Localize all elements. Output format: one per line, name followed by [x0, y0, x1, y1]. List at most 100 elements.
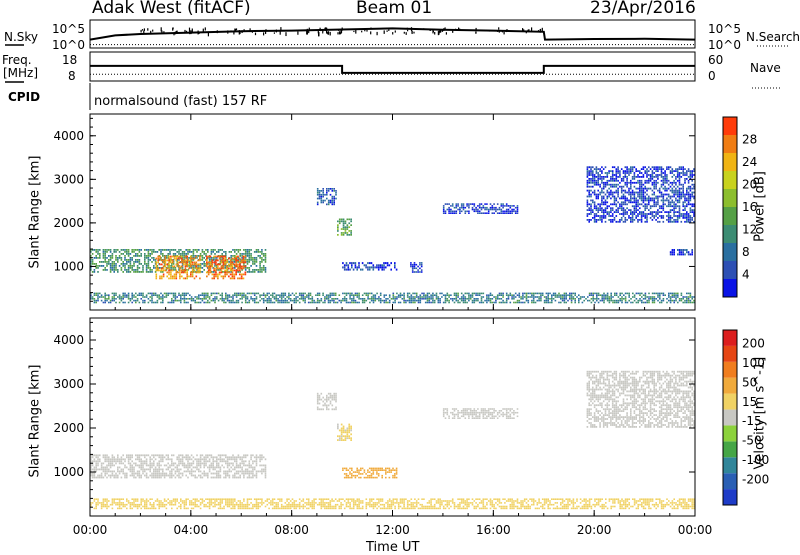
- power-cell: [256, 259, 258, 261]
- power-cell: [607, 201, 609, 203]
- power-cell: [247, 267, 249, 269]
- power-cell: [104, 300, 106, 302]
- power-cell: [657, 211, 659, 213]
- power-cell: [156, 274, 158, 276]
- power-cell: [652, 205, 654, 207]
- power-cell: [646, 176, 648, 178]
- power-cell: [672, 168, 674, 170]
- velocity-cell: [149, 467, 151, 469]
- power-cell: [448, 211, 450, 213]
- power-cell: [636, 298, 638, 300]
- power-cell: [447, 294, 449, 296]
- nsky-point: [523, 29, 524, 31]
- velocity-cell: [371, 469, 373, 471]
- power-cell: [427, 302, 429, 304]
- power-cell: [330, 302, 332, 304]
- power-cell: [131, 302, 133, 304]
- power-cell: [130, 253, 132, 255]
- power-cell: [596, 172, 598, 174]
- power-cell: [221, 249, 223, 251]
- velocity-cell: [218, 465, 220, 467]
- power-cell: [592, 178, 594, 180]
- power-cell: [526, 293, 528, 295]
- power-cell: [348, 269, 350, 271]
- velocity-cell: [346, 469, 348, 471]
- nsky-point: [177, 31, 178, 32]
- power-cell: [259, 265, 261, 267]
- power-cell: [447, 293, 449, 295]
- velocity-cell: [176, 471, 178, 473]
- power-cell: [684, 172, 686, 174]
- power-cell: [475, 207, 477, 209]
- power-cell: [610, 170, 612, 172]
- power-cell: [393, 294, 395, 296]
- power-cell: [529, 296, 531, 298]
- power-cell: [690, 176, 692, 178]
- power-cell: [206, 264, 208, 266]
- power-cell: [679, 251, 681, 253]
- power-cell: [555, 293, 557, 295]
- power-cell: [151, 293, 153, 295]
- power-cell: [639, 198, 641, 200]
- power-cell: [596, 219, 598, 221]
- power-cell: [135, 253, 137, 255]
- power-cell: [421, 264, 423, 266]
- power-cell: [445, 296, 447, 298]
- power-cell: [659, 294, 661, 296]
- power-cell: [623, 209, 625, 211]
- power-cell: [679, 205, 681, 207]
- velocity-cell: [396, 473, 398, 475]
- power-cell: [666, 166, 668, 168]
- power-cell: [247, 249, 249, 251]
- power-cell: [601, 180, 603, 182]
- power-cell: [319, 198, 321, 200]
- power-cell: [378, 264, 380, 266]
- power-cell: [236, 249, 238, 251]
- velocity-cell: [383, 469, 385, 471]
- power-cell: [461, 298, 463, 300]
- velocity-cell: [198, 471, 200, 473]
- power-cell: [315, 294, 317, 296]
- power-cell: [513, 211, 515, 213]
- power-cell: [661, 176, 663, 178]
- power-cell: [385, 262, 387, 264]
- velocity-cell: [196, 463, 198, 465]
- power-cell: [684, 249, 686, 251]
- power-cell: [176, 274, 178, 276]
- velocity-cell: [211, 454, 213, 456]
- power-cell: [234, 278, 236, 280]
- velocity-cell: [216, 473, 218, 475]
- power-cell: [616, 209, 618, 211]
- power-cell: [592, 300, 594, 302]
- velocity-cell: [117, 456, 119, 458]
- power-cell: [630, 172, 632, 174]
- velocity-cell: [348, 477, 350, 479]
- velocity-cell: [347, 435, 349, 437]
- velocity-cell: [92, 460, 94, 462]
- power-cell: [212, 260, 214, 262]
- velocity-cell: [362, 468, 364, 470]
- power-cell: [288, 298, 290, 300]
- power-cell: [412, 269, 414, 271]
- power-cell: [414, 300, 416, 302]
- power-cell: [588, 186, 590, 188]
- power-cell: [454, 293, 456, 295]
- power-cell: [345, 222, 347, 224]
- nsky-point: [407, 28, 408, 30]
- power-cell: [652, 182, 654, 184]
- power-cell: [672, 200, 674, 202]
- velocity-cell: [202, 458, 204, 460]
- power-cell: [238, 251, 240, 253]
- power-cell: [212, 278, 214, 280]
- power-cell: [672, 170, 674, 172]
- power-cell: [650, 217, 652, 219]
- power-cell: [632, 194, 634, 196]
- power-cell: [587, 168, 589, 170]
- power-cell: [232, 298, 234, 300]
- velocity-cell: [202, 454, 204, 456]
- velocity-cell: [162, 454, 164, 456]
- power-cell: [690, 217, 692, 219]
- power-cell: [247, 263, 249, 265]
- power-cell: [641, 221, 643, 223]
- power-cell: [637, 302, 639, 304]
